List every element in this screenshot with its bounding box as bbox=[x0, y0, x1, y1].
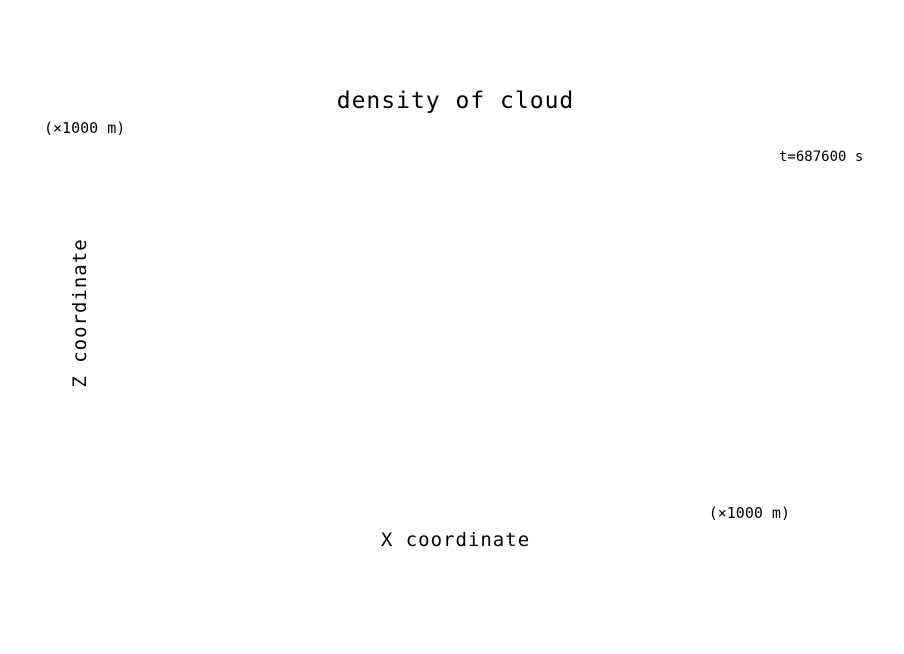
z-axis-label: Z coordinate bbox=[69, 238, 91, 388]
x-axis-label: X coordinate bbox=[380, 529, 531, 551]
z-axis-unit: (×1000 m) bbox=[44, 119, 126, 137]
x-axis-unit: (×1000 m) bbox=[708, 504, 790, 522]
time-stamp-label: t=687600 s bbox=[779, 149, 864, 165]
chart-title: density of cloud bbox=[336, 88, 575, 114]
